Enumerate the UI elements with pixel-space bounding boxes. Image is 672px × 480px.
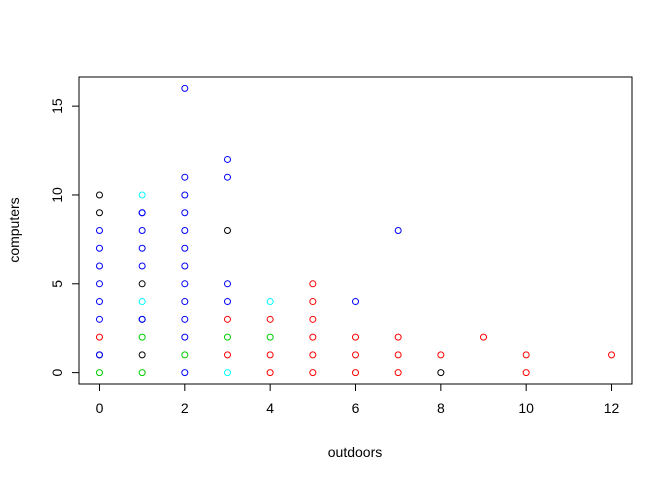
data-point — [394, 351, 402, 359]
data-point — [223, 280, 231, 288]
data-point — [95, 244, 103, 252]
data-point — [309, 315, 317, 323]
data-point — [138, 209, 146, 217]
data-point — [138, 227, 146, 234]
data-point — [266, 369, 274, 377]
data-point — [181, 84, 189, 92]
y-axis: 0 5 10 15 — [49, 98, 80, 377]
data-point — [223, 369, 231, 377]
points-layer — [95, 84, 616, 377]
data-point — [181, 173, 189, 181]
x-tick-label: 12 — [604, 400, 620, 416]
y-axis-label: computers — [6, 197, 22, 262]
data-point — [223, 351, 231, 359]
data-point — [480, 333, 488, 341]
data-point — [181, 227, 189, 234]
data-point — [266, 351, 274, 359]
data-point — [352, 298, 359, 306]
plot-frame — [78, 76, 633, 385]
data-point — [309, 351, 317, 359]
data-point — [181, 298, 189, 306]
data-point — [95, 333, 103, 341]
data-point — [138, 298, 146, 306]
data-point — [138, 191, 146, 199]
y-tick-label: 15 — [49, 98, 65, 114]
data-point — [181, 333, 189, 341]
x-axis: 0 2 4 6 8 10 12 — [96, 383, 620, 416]
data-point — [223, 333, 231, 341]
data-point — [181, 280, 189, 288]
data-point — [95, 280, 103, 288]
x-tick-label: 4 — [266, 400, 274, 416]
data-point — [138, 280, 146, 288]
data-point — [522, 369, 530, 377]
data-point — [223, 227, 231, 234]
data-point — [352, 351, 359, 359]
data-point — [138, 315, 146, 323]
x-axis-label: outdoors — [328, 444, 382, 460]
data-point — [223, 298, 231, 306]
data-point — [95, 209, 103, 217]
x-tick-label: 2 — [181, 400, 189, 416]
data-point — [223, 315, 231, 323]
data-point — [95, 315, 103, 323]
data-point — [138, 262, 146, 270]
data-point — [95, 227, 103, 234]
data-point — [181, 244, 189, 252]
data-point — [437, 351, 445, 359]
data-point — [138, 333, 146, 341]
data-point — [309, 298, 317, 306]
data-point — [138, 244, 146, 252]
y-tick-label: 5 — [49, 280, 65, 288]
data-point — [394, 369, 402, 377]
data-point — [95, 298, 103, 306]
data-point — [181, 351, 189, 359]
x-tick-label: 6 — [352, 400, 360, 416]
data-point — [138, 351, 146, 359]
data-point — [181, 262, 189, 270]
y-tick-label: 0 — [49, 369, 65, 377]
data-point — [522, 351, 530, 359]
data-point — [309, 369, 317, 377]
data-point — [394, 227, 402, 234]
data-point — [266, 333, 274, 341]
data-point — [223, 155, 231, 163]
data-point — [181, 209, 189, 217]
data-point — [394, 333, 402, 341]
data-point — [352, 369, 359, 377]
x-tick-label: 0 — [96, 400, 104, 416]
data-point — [223, 173, 231, 181]
data-point — [309, 333, 317, 341]
data-point — [352, 333, 359, 341]
x-tick-label: 10 — [518, 400, 534, 416]
y-tick-label: 10 — [49, 187, 65, 203]
data-point — [95, 262, 103, 270]
data-point — [95, 369, 103, 377]
data-point — [309, 280, 317, 288]
data-point — [266, 315, 274, 323]
data-point — [266, 298, 274, 306]
data-point — [138, 369, 146, 377]
x-tick-label: 8 — [437, 400, 445, 416]
data-point — [95, 191, 103, 199]
data-point — [181, 191, 189, 199]
data-point — [95, 351, 103, 359]
data-point — [181, 315, 189, 323]
data-point — [608, 351, 616, 359]
data-point — [437, 369, 445, 377]
data-point — [181, 369, 189, 377]
